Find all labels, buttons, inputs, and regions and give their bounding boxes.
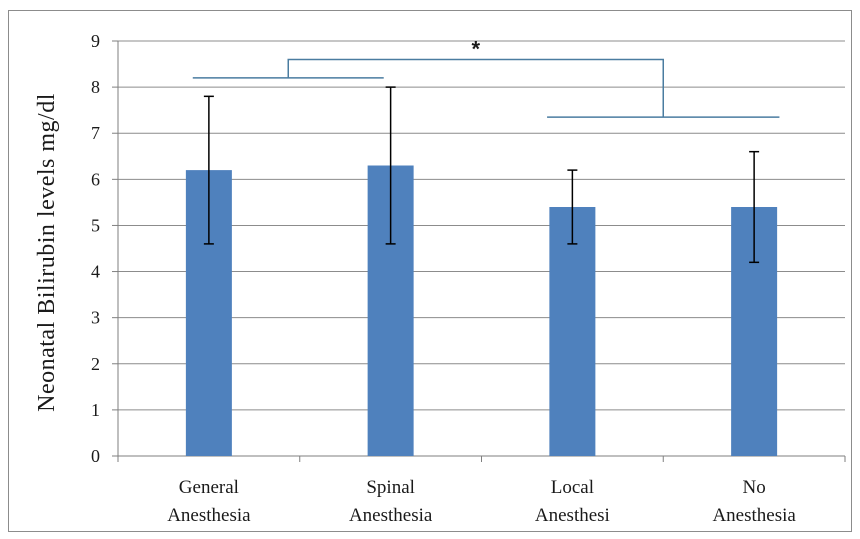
x-category-label: Anesthesia	[349, 505, 433, 526]
x-category-label: No	[743, 477, 766, 498]
significance-star: *	[471, 36, 480, 61]
y-tick-label: 0	[91, 446, 100, 466]
y-tick-label: 4	[91, 262, 100, 282]
y-tick-label: 7	[91, 123, 100, 143]
y-tick-label: 3	[91, 308, 100, 328]
x-category-label: Local	[551, 477, 594, 498]
y-tick-label: 6	[91, 169, 100, 189]
bar	[549, 207, 596, 456]
y-tick-label: 1	[91, 400, 100, 420]
x-category-label: Anesthesi	[535, 505, 610, 526]
x-category-label: General	[179, 477, 239, 498]
y-tick-label: 9	[91, 31, 100, 51]
chart-frame	[8, 10, 852, 532]
y-axis-title: Neonatal Bilirubin levels mg/dl	[34, 93, 60, 412]
x-category-label: Spinal	[366, 477, 415, 498]
y-tick-label: 5	[91, 215, 100, 235]
y-tick-label: 8	[91, 77, 100, 97]
x-category-label: Anesthesia	[167, 505, 251, 526]
y-tick-label: 2	[91, 354, 100, 374]
x-category-label: Anesthesia	[712, 505, 796, 526]
significance-bracket-top	[287, 58, 664, 118]
